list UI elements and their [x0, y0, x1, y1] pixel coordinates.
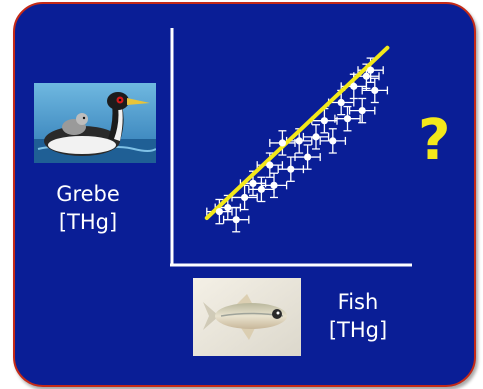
data-point: [295, 137, 303, 145]
data-point: [249, 179, 257, 187]
data-point: [371, 86, 379, 94]
grebe-unit: [THg]: [58, 210, 118, 234]
grebe-bird-icon: [34, 83, 156, 163]
data-point: [232, 216, 240, 224]
trend-line: [204, 45, 390, 220]
data-point: [343, 115, 352, 123]
question-mark: ?: [418, 108, 451, 173]
data-point: [312, 133, 320, 141]
data-point: [278, 139, 286, 147]
data-point: [241, 193, 249, 202]
grebe-name: Grebe: [56, 182, 120, 206]
data-point: [350, 82, 358, 90]
data-point: [320, 117, 328, 125]
data-point: [270, 181, 278, 189]
fish-unit: [THg]: [328, 318, 388, 342]
data-point: [287, 165, 295, 173]
data-point: [257, 185, 265, 193]
data-point: [337, 98, 345, 107]
data-point: [358, 107, 366, 115]
scatter-plot: [170, 28, 412, 267]
data-point: [362, 72, 370, 80]
fish-label: Fish [THg]: [303, 288, 413, 344]
error-bar: [334, 105, 361, 132]
data-point: [215, 208, 223, 216]
data-point: [224, 203, 232, 212]
data-point: [367, 66, 375, 74]
fish-name: Fish: [337, 290, 379, 314]
fish-icon: [193, 278, 301, 356]
data-point: [329, 137, 337, 145]
grebe-label: Grebe [THg]: [28, 180, 148, 236]
data-point: [304, 153, 312, 161]
data-point: [266, 161, 274, 169]
